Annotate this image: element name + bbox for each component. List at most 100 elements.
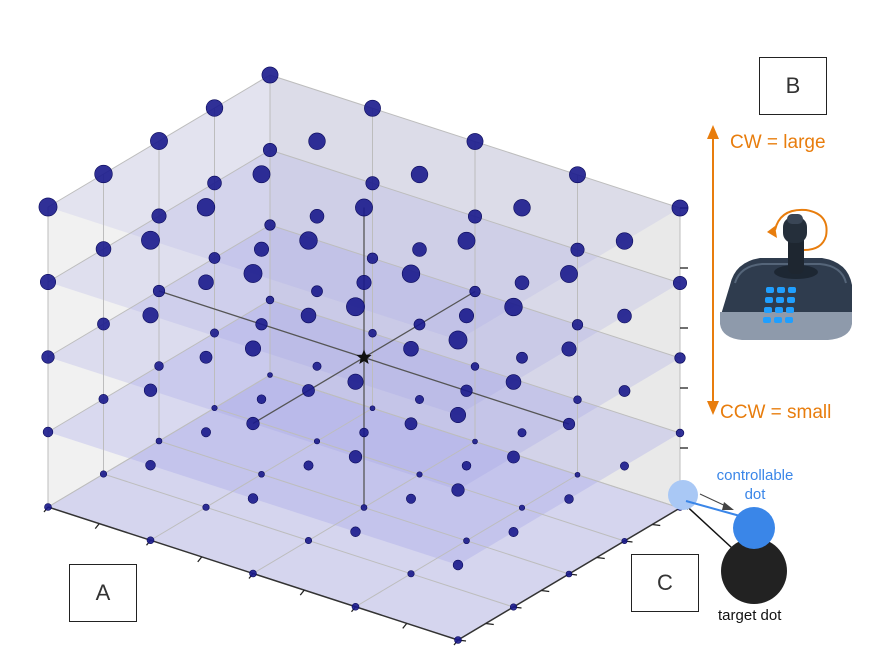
grid-dot (309, 209, 325, 224)
y-tick (485, 622, 494, 626)
grid-dot (618, 385, 631, 397)
grid-dot (617, 308, 632, 324)
grid-dot (267, 372, 273, 378)
controllable-label-line1: controllable (716, 467, 794, 484)
grid-dot (560, 265, 578, 283)
grid-dot (211, 404, 218, 412)
grid-dot (518, 504, 526, 511)
grid-dot (142, 307, 159, 324)
grid-dot (467, 209, 482, 224)
grid-dot (247, 493, 259, 504)
panel-label-c: C (631, 554, 699, 612)
grid-dot (360, 504, 368, 511)
grid-dot (304, 536, 313, 545)
x-tick (197, 556, 203, 563)
grid-dot (448, 330, 468, 350)
grid-dot (674, 352, 686, 364)
motion-arrow-icon (722, 502, 734, 510)
grid-dot (569, 166, 586, 184)
grid-dot (454, 636, 462, 644)
y-tick (596, 556, 605, 560)
grid-dot (401, 264, 421, 283)
panel-a-text: A (95, 580, 111, 605)
grid-dot (205, 99, 224, 117)
joystick-icon (720, 208, 852, 340)
arrow-up-icon (707, 125, 719, 139)
grid-dot (571, 319, 584, 331)
grid-dot (514, 275, 530, 290)
grid-dot (351, 602, 360, 611)
grid-dot (574, 471, 581, 478)
x-tick (402, 622, 408, 629)
grid-dot (258, 470, 265, 478)
grid-dot (308, 132, 326, 150)
grid-dot (41, 350, 55, 364)
grid-dot (413, 318, 426, 331)
grid-dot (311, 285, 323, 298)
grid-dot (145, 460, 156, 471)
grid-dot (303, 460, 314, 471)
grid-dot (254, 241, 270, 257)
grid-dot (505, 374, 522, 390)
grid-dot (466, 133, 484, 150)
grid-dot (615, 232, 634, 250)
panel-c-text: C (657, 570, 673, 595)
grid-dot (449, 406, 466, 423)
grid-dot (470, 362, 480, 371)
grid-dot (355, 198, 373, 217)
y-tick (652, 523, 661, 527)
grid-dot (504, 297, 523, 317)
ccw-label: CCW = small (720, 402, 832, 423)
grid-dot (312, 361, 322, 371)
grid-dot (151, 208, 167, 224)
grid-dot (675, 428, 685, 438)
controllable-dot-ghost (668, 480, 698, 510)
grid-dot (516, 351, 528, 364)
grid-dot (561, 341, 577, 357)
grid-dot (155, 437, 163, 445)
grid-dot (146, 536, 155, 545)
grid-dot (94, 164, 113, 184)
grid-dot (245, 340, 262, 357)
controllable-dot-label: controllable dot (700, 466, 810, 504)
grid-dot (202, 503, 210, 511)
grid-dot (458, 308, 474, 324)
grid-dot (451, 483, 465, 497)
grid-dot (463, 537, 470, 545)
controllable-label-line2: dot (744, 486, 766, 503)
grid-dot (252, 165, 271, 184)
grid-dot (300, 307, 317, 324)
grid-dots (38, 66, 689, 644)
grid-dot (262, 143, 277, 158)
grid-dot (457, 231, 476, 250)
grid-dot (404, 417, 418, 431)
joystick-buttons (763, 287, 796, 323)
panel-b-text: B (785, 73, 801, 98)
grid-dot (507, 450, 520, 464)
target-dot-label: target dot (718, 607, 782, 624)
grid-dot (671, 199, 689, 217)
grid-dot (415, 395, 424, 404)
grid-dot (199, 350, 213, 364)
grid-dot (97, 317, 110, 331)
joystick-group (707, 125, 852, 415)
grid-dot (570, 242, 585, 257)
panel-label-a: A (69, 564, 137, 622)
y-tick (541, 589, 550, 593)
grid-dot (573, 395, 582, 404)
grid-dot (249, 569, 257, 578)
grid-dot (407, 570, 415, 578)
grid-dot (369, 405, 376, 412)
grid-dot (42, 426, 54, 438)
grid-dot (261, 66, 279, 84)
grid-dot (621, 537, 628, 545)
grid-dot (564, 494, 574, 504)
dots-group (668, 480, 787, 604)
grid-dot (152, 284, 166, 298)
grid-dot (365, 176, 380, 191)
grid-dot (406, 493, 416, 504)
controllable-dot (733, 507, 775, 549)
grid-dot (44, 503, 52, 511)
grid-dot (39, 273, 56, 290)
